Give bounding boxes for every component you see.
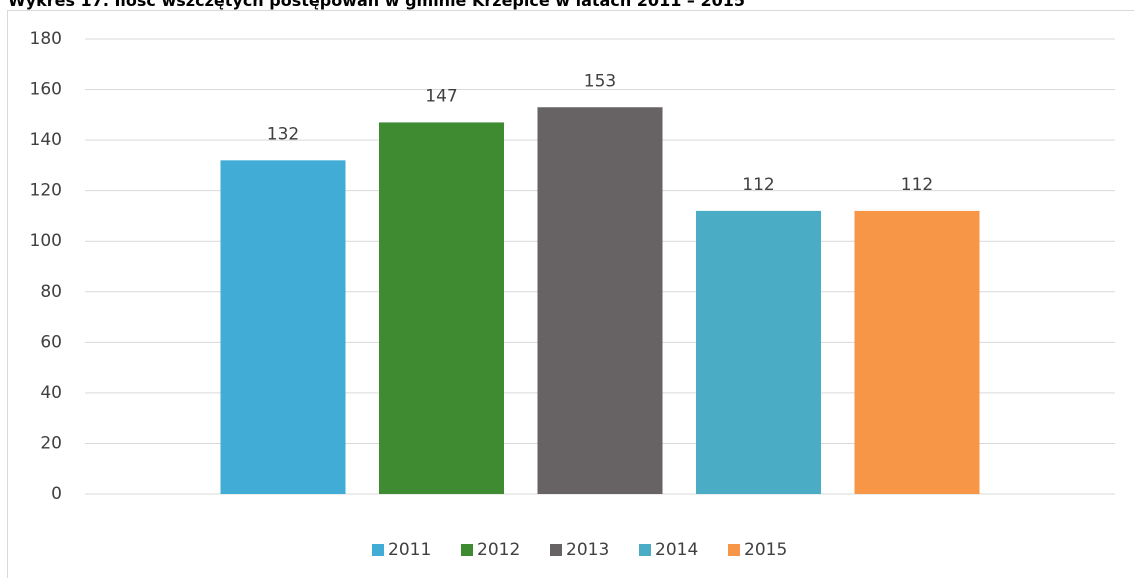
legend-label: 2015 bbox=[744, 540, 787, 560]
bar bbox=[854, 210, 980, 494]
legend-label: 2012 bbox=[477, 540, 520, 560]
bar bbox=[696, 210, 821, 494]
legend-swatch bbox=[372, 544, 384, 556]
y-tick-label: 100 bbox=[30, 231, 62, 251]
chart-frame bbox=[7, 10, 1134, 578]
legend-swatch bbox=[550, 544, 562, 556]
legend-swatch bbox=[728, 544, 740, 556]
legend-swatch bbox=[639, 544, 651, 556]
bar bbox=[379, 122, 504, 495]
legend-swatch bbox=[461, 544, 473, 556]
y-tick-label: 60 bbox=[40, 332, 62, 352]
data-label: 112 bbox=[742, 175, 774, 195]
data-label: 147 bbox=[425, 86, 457, 106]
y-tick-label: 0 bbox=[51, 484, 62, 504]
bar bbox=[220, 160, 346, 495]
legend-label: 2011 bbox=[388, 540, 431, 560]
chart-title: Wykres 17. Ilość wszczętych postępowań w… bbox=[8, 0, 745, 10]
y-tick-label: 20 bbox=[40, 433, 62, 453]
y-tick-label: 80 bbox=[40, 282, 62, 302]
y-tick-label: 120 bbox=[30, 181, 62, 201]
data-label: 132 bbox=[267, 124, 299, 144]
y-tick-label: 140 bbox=[30, 130, 62, 150]
y-tick-label: 160 bbox=[30, 80, 62, 100]
legend-label: 2014 bbox=[655, 540, 698, 560]
data-label: 153 bbox=[584, 71, 616, 91]
bar bbox=[537, 107, 663, 494]
legend-label: 2013 bbox=[566, 540, 609, 560]
y-tick-label: 180 bbox=[30, 29, 62, 49]
y-tick-label: 40 bbox=[40, 383, 62, 403]
data-label: 112 bbox=[901, 175, 933, 195]
